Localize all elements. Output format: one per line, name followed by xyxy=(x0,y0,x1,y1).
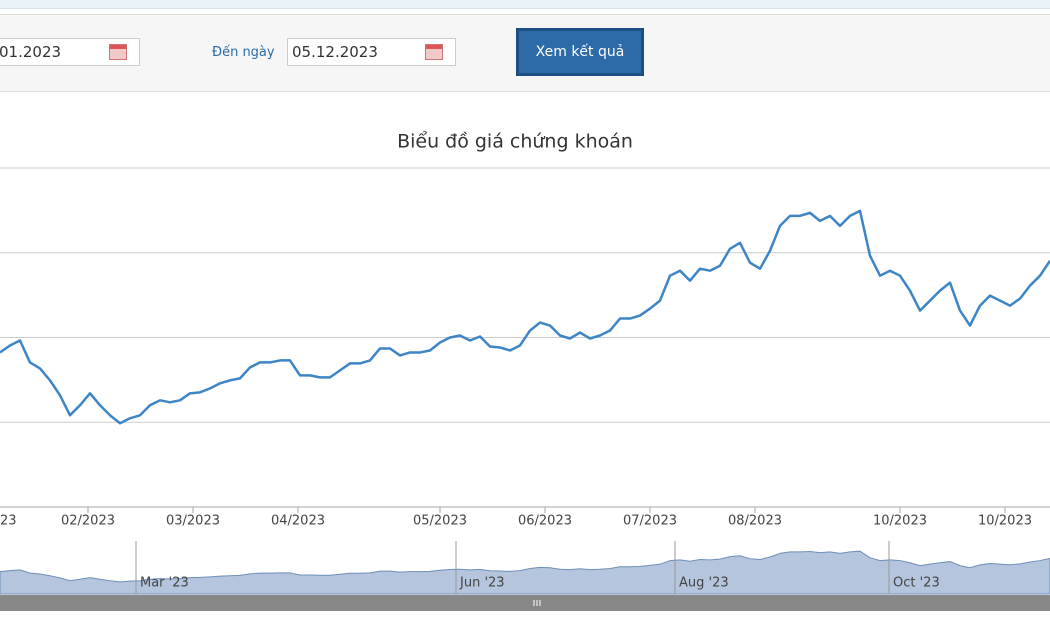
date-form: 01.2023 Đến ngày 05.12.2023 Xem kết quả xyxy=(0,14,1050,92)
x-tick-label: 02/2023 xyxy=(61,514,115,529)
x-tick-label: 05/2023 xyxy=(413,514,467,529)
calendar-icon[interactable] xyxy=(109,44,127,60)
from-date-input[interactable]: 01.2023 xyxy=(0,38,140,66)
to-date-value: 05.12.2023 xyxy=(292,43,378,61)
chart-title: Biểu đồ giá chứng khoán xyxy=(397,131,633,153)
top-bar xyxy=(0,0,1050,9)
to-date-input[interactable]: 05.12.2023 xyxy=(287,38,456,66)
x-tick-label: 06/2023 xyxy=(518,514,572,529)
to-date-label: Đến ngày xyxy=(212,45,275,60)
submit-label: Xem kết quả xyxy=(519,31,641,73)
x-tick-label: 10/2023 xyxy=(873,514,927,529)
navigator-tick-label: Mar '23 xyxy=(140,576,189,591)
navigator-area xyxy=(0,550,1050,595)
x-tick-label: 03/2023 xyxy=(166,514,220,529)
x-tick-label: 23 xyxy=(0,514,17,529)
x-tick-label: 08/2023 xyxy=(728,514,782,529)
scrollbar[interactable] xyxy=(0,595,1050,611)
calendar-icon[interactable] xyxy=(425,44,443,60)
from-date-value: 01.2023 xyxy=(0,43,62,61)
submit-button[interactable]: Xem kết quả xyxy=(516,28,644,76)
price-line xyxy=(0,209,1050,425)
navigator-tick-label: Oct '23 xyxy=(893,576,940,591)
navigator-tick-label: Aug '23 xyxy=(679,576,729,591)
navigator-tick-label: Jun '23 xyxy=(459,576,505,591)
x-tick-label: 10/2023 xyxy=(978,514,1032,529)
x-tick-label: 07/2023 xyxy=(623,514,677,529)
scrollbar-grip[interactable] xyxy=(533,600,541,606)
x-tick-label: 04/2023 xyxy=(271,514,325,529)
